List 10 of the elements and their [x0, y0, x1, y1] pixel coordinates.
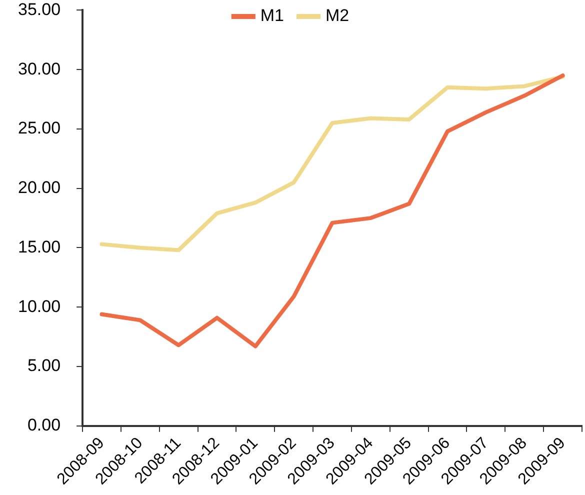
y-tick-label: 5.00 [27, 356, 61, 376]
y-tick-label: 30.00 [18, 59, 61, 78]
legend-label: M1 [260, 6, 284, 26]
y-tick-label: 35.00 [18, 0, 61, 19]
y-tick-label: 0.00 [27, 416, 61, 435]
y-tick-label: 25.00 [18, 118, 61, 138]
legend-label: M2 [326, 6, 350, 26]
y-tick-label: 20.00 [18, 178, 61, 198]
y-tick-label: 15.00 [18, 237, 61, 256]
y-tick-label: 10.00 [18, 296, 61, 316]
